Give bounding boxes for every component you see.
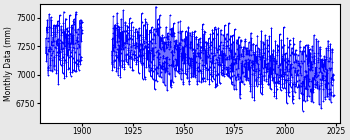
Y-axis label: Monthly Data (mm): Monthly Data (mm) bbox=[4, 26, 13, 101]
